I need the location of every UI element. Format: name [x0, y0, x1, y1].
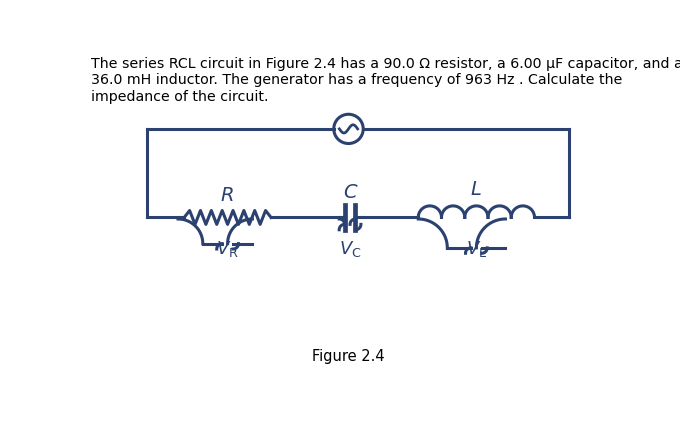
Text: Figure 2.4: Figure 2.4	[312, 349, 385, 364]
Text: $\mathit{V}_\mathrm{R}$: $\mathit{V}_\mathrm{R}$	[216, 239, 239, 259]
Text: The series RCL circuit in Figure 2.4 has a 90.0 Ω resistor, a 6.00 μF capacitor,: The series RCL circuit in Figure 2.4 has…	[91, 57, 680, 104]
Text: L: L	[471, 180, 482, 199]
Text: $\mathit{V}_\mathrm{L}$: $\mathit{V}_\mathrm{L}$	[466, 239, 487, 259]
Text: C: C	[343, 183, 357, 202]
Text: $\mathit{V}_\mathrm{C}$: $\mathit{V}_\mathrm{C}$	[339, 239, 361, 259]
Text: R: R	[221, 186, 235, 205]
